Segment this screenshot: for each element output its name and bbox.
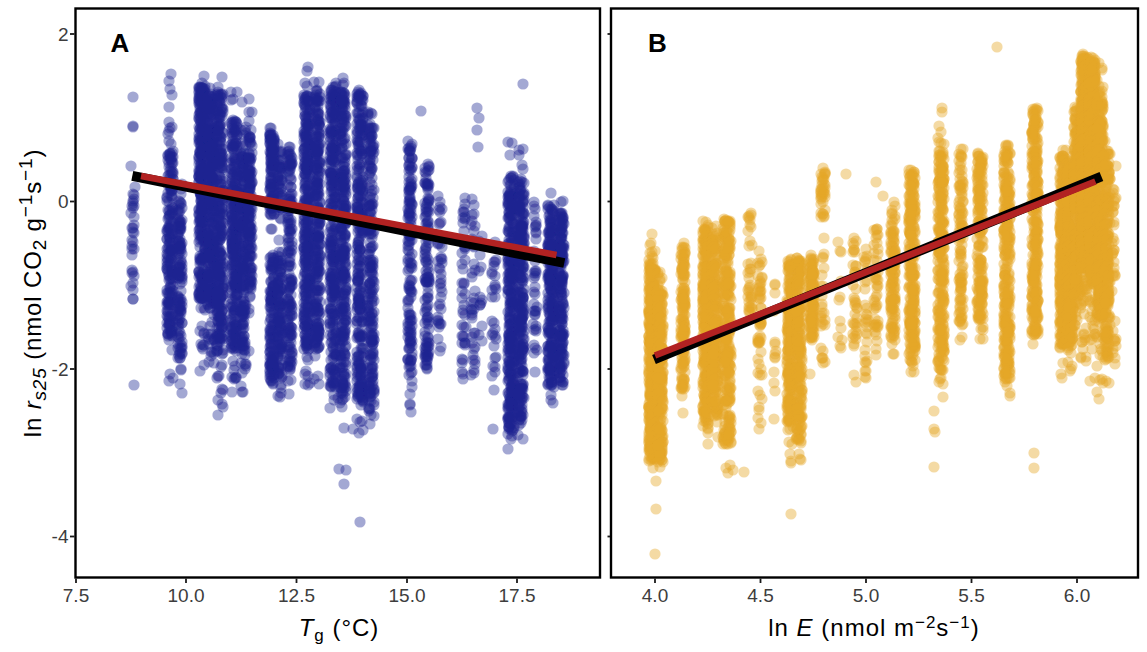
svg-text:2: 2 <box>58 24 69 45</box>
svg-text:17.5: 17.5 <box>499 585 536 606</box>
svg-text:15.0: 15.0 <box>389 585 426 606</box>
svg-text:ln E (nmol m−2s−1): ln E (nmol m−2s−1) <box>768 613 980 641</box>
svg-text:4.5: 4.5 <box>747 585 773 606</box>
svg-text:-4: -4 <box>52 526 69 547</box>
svg-text:10.0: 10.0 <box>168 585 205 606</box>
svg-text:4.0: 4.0 <box>642 585 668 606</box>
svg-text:5.5: 5.5 <box>958 585 984 606</box>
svg-text:5.0: 5.0 <box>853 585 879 606</box>
svg-text:0: 0 <box>58 191 69 212</box>
svg-text:Tg (°C): Tg (°C) <box>299 614 380 645</box>
svg-text:12.5: 12.5 <box>278 585 315 606</box>
svg-text:7.5: 7.5 <box>63 585 89 606</box>
svg-text:B: B <box>648 28 667 58</box>
svg-text:-2: -2 <box>52 359 69 380</box>
svg-text:A: A <box>111 28 130 58</box>
svg-text:6.0: 6.0 <box>1064 585 1090 606</box>
